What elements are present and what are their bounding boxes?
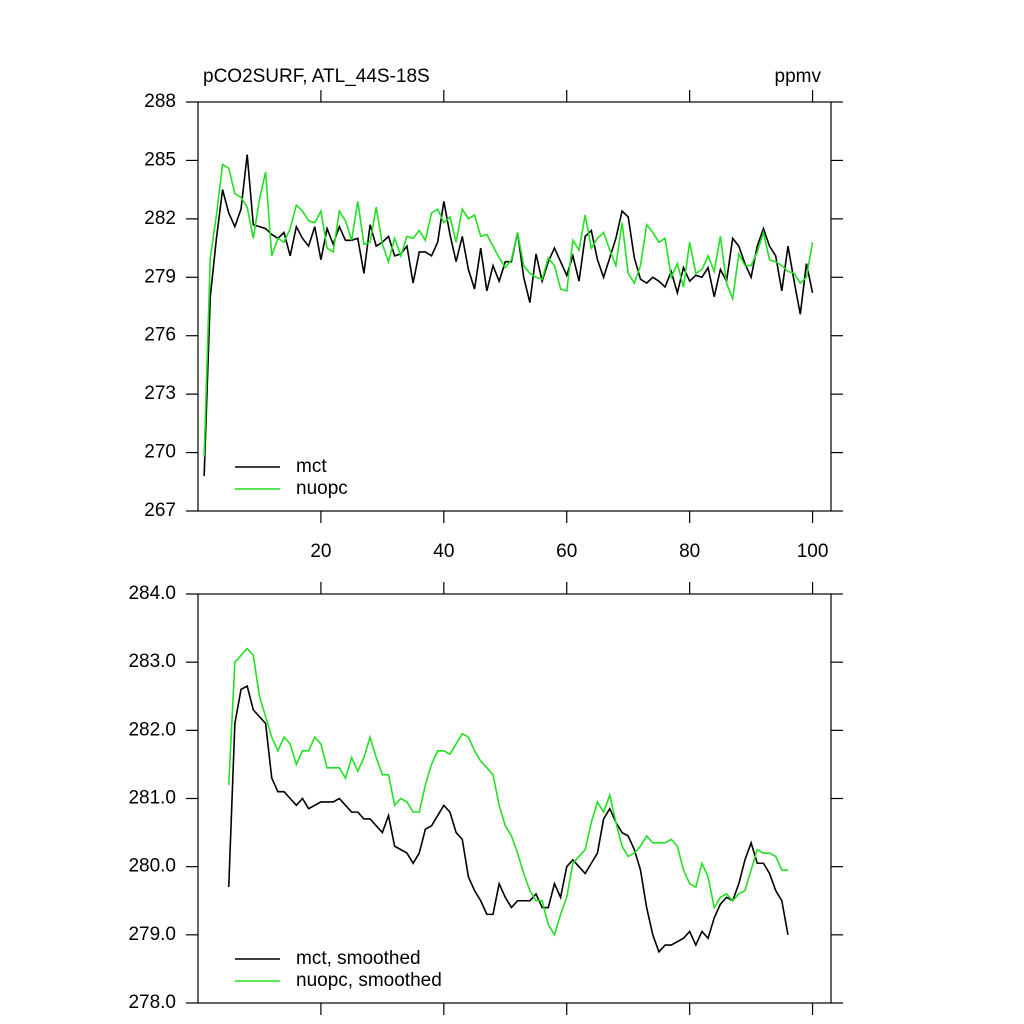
y-tick-label: 281.0 xyxy=(128,788,176,809)
legend-label: nuopc xyxy=(296,478,348,499)
y-tick-label: 270 xyxy=(144,442,176,463)
x-tick-label: 60 xyxy=(556,541,577,562)
y-tick-label: 278.0 xyxy=(128,992,176,1013)
y-tick-label: 284.0 xyxy=(128,583,176,604)
y-tick-label: 267 xyxy=(144,500,176,521)
panel-title: pCO2SURF, ATL_44S-18S xyxy=(203,66,430,87)
legend-label: nuopc, smoothed xyxy=(296,970,442,991)
y-tick-label: 279.0 xyxy=(128,924,176,945)
units-label: ppmv xyxy=(775,66,822,87)
y-tick-label: 288 xyxy=(144,91,176,112)
y-tick-label: 279 xyxy=(144,266,176,287)
x-tick-label: 100 xyxy=(797,541,829,562)
series-line xyxy=(227,647,788,937)
x-tick-label: 20 xyxy=(310,541,331,562)
x-tick-label: 40 xyxy=(433,541,454,562)
series-line xyxy=(203,154,814,476)
y-tick-label: 285 xyxy=(144,149,176,170)
plot-frame xyxy=(197,593,832,1004)
y-tick-label: 276 xyxy=(144,325,176,346)
y-tick-label: 273 xyxy=(144,383,176,404)
legend-label: mct xyxy=(296,456,327,477)
y-tick-label: 282 xyxy=(144,208,176,229)
y-tick-label: 280.0 xyxy=(128,856,176,877)
plot-frame xyxy=(197,101,832,512)
y-tick-label: 282.0 xyxy=(128,719,176,740)
legend-label: mct, smoothed xyxy=(296,948,421,969)
x-tick-label: 80 xyxy=(679,541,700,562)
series-line xyxy=(227,684,789,954)
y-tick-label: 283.0 xyxy=(128,651,176,672)
series-line xyxy=(203,162,814,457)
